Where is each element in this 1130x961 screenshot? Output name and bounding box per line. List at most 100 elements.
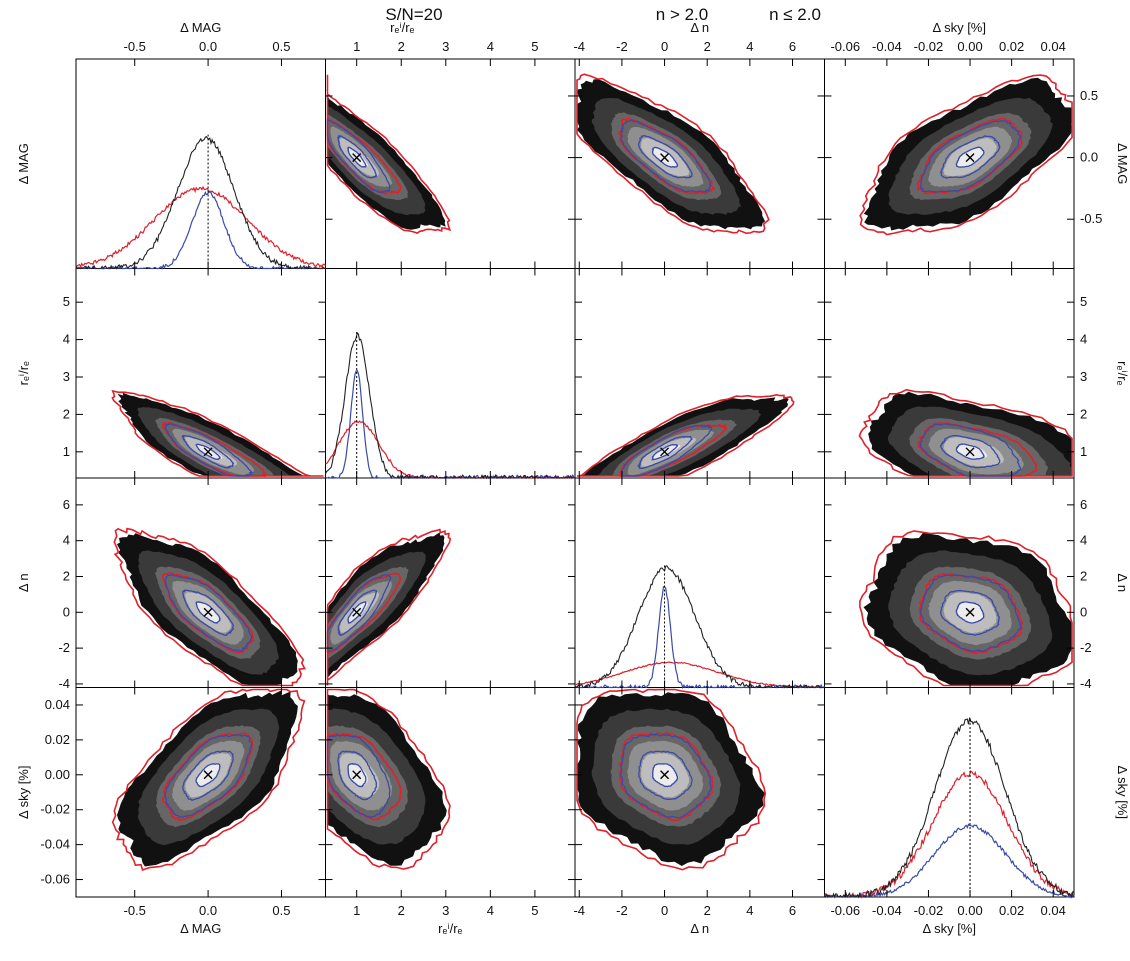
panel-grid — [75, 58, 1075, 900]
low-n-contour-0 — [164, 423, 254, 477]
true-value-marker — [660, 770, 670, 780]
y-axis-label-right: Δ sky [%] — [1115, 766, 1130, 819]
x-tick-label-top: 0.0 — [199, 39, 217, 54]
histogram-dmag — [75, 134, 326, 270]
y-tick-label-right: 0.5 — [1080, 88, 1098, 103]
y-tick-label-right: 1 — [1080, 444, 1087, 459]
density-level-5 — [348, 763, 368, 787]
x-tick-label-top: -0.02 — [914, 39, 944, 54]
low-n-contour-2 — [195, 763, 221, 788]
y-tick-label-left: -0.06 — [40, 872, 70, 887]
joint-r0-c1 — [326, 74, 452, 234]
x-tick-label-bottom: -0.02 — [914, 903, 944, 918]
x-tick-label-top: 0.02 — [999, 39, 1024, 54]
y-tick-label-left: 2 — [63, 568, 70, 583]
high-n-contour-0 — [111, 688, 306, 872]
x-tick-label-top: 4 — [487, 39, 494, 54]
all-histogram — [574, 565, 825, 689]
x-tick-label-top: 5 — [531, 39, 538, 54]
y-tick-label-left: -2 — [58, 640, 70, 655]
low-n-contour-2 — [347, 601, 367, 624]
x-tick-label-bottom: -4 — [573, 903, 585, 918]
high-n-contour-0 — [113, 527, 306, 687]
high-n-contour-0 — [576, 688, 767, 871]
y-tick-label-left: 4 — [63, 332, 70, 347]
low-n-contour-0 — [326, 733, 391, 818]
panel-frame-r2-c2 — [574, 477, 825, 688]
low-n-contour-0 — [620, 424, 713, 477]
low-n-contour-1 — [638, 750, 693, 801]
x-tick-label-top: 0.5 — [272, 39, 290, 54]
x-tick-label-bottom: 4 — [487, 903, 494, 918]
high-n-contour-0 — [111, 389, 324, 477]
density-level-5 — [348, 602, 368, 623]
low-n-contour-2 — [347, 146, 367, 168]
low-n-histogram — [75, 191, 326, 270]
x-axis-label-bottom: Δ MAG — [180, 921, 221, 936]
x-tick-label-bottom: 0 — [661, 903, 668, 918]
high-n-contour-0 — [859, 530, 1073, 687]
y-tick-label-right: 2 — [1080, 406, 1087, 421]
high-n-contour-0 — [326, 528, 452, 686]
low-n-contour-2 — [195, 443, 221, 460]
x-tick-label-top: 4 — [746, 39, 753, 54]
low-n-contour-1 — [637, 435, 693, 470]
y-tick-label-left: 0.04 — [45, 697, 70, 712]
y-tick-label-left: 5 — [63, 294, 70, 309]
x-tick-label-bottom: -0.06 — [830, 903, 860, 918]
y-tick-label-left: 2 — [63, 406, 70, 421]
x-tick-label-top: 6 — [789, 39, 796, 54]
true-value-marker — [203, 447, 213, 457]
x-axis-label-top: Δ MAG — [180, 20, 221, 35]
true-value-marker — [352, 607, 362, 617]
x-axis-label-top: rₑⁱ/rₑ — [390, 20, 414, 35]
low-n-contour-2 — [195, 601, 221, 624]
x-tick-label-bottom: 2 — [398, 903, 405, 918]
joint-r1-c3 — [858, 388, 1073, 477]
x-tick-label-top: -2 — [616, 39, 628, 54]
joint-r2-c3 — [859, 530, 1073, 687]
density-level-5 — [348, 147, 368, 167]
low-n-contour-1 — [637, 134, 693, 179]
y-tick-label-left: 4 — [63, 533, 70, 548]
y-tick-label-right: -2 — [1080, 640, 1092, 655]
y-tick-label-right: 0 — [1080, 604, 1087, 619]
x-tick-label-top: -4 — [573, 39, 585, 54]
x-tick-label-bottom: 0.5 — [272, 903, 290, 918]
low-n-contour-2 — [347, 762, 367, 788]
high-n-histogram — [574, 661, 825, 689]
x-tick-label-bottom: 6 — [789, 903, 796, 918]
x-tick-label-top: 3 — [442, 39, 449, 54]
low-n-contour-0 — [326, 573, 392, 652]
y-tick-label-left: -4 — [58, 676, 70, 691]
x-tick-label-top: 0 — [661, 39, 668, 54]
x-tick-label-top: 2 — [704, 39, 711, 54]
panel-frame-r1-c1 — [325, 268, 576, 479]
true-value-marker — [965, 447, 975, 457]
y-tick-label-right: 4 — [1080, 332, 1087, 347]
true-value-marker — [203, 607, 213, 617]
x-axis-label-top: Δ sky [%] — [933, 20, 986, 35]
y-tick-label-left: 0 — [63, 604, 70, 619]
y-tick-label-left: 3 — [63, 369, 70, 384]
y-tick-label-left: 6 — [63, 497, 70, 512]
y-tick-label-right: 0.0 — [1080, 150, 1098, 165]
y-tick-label-right: 5 — [1080, 294, 1087, 309]
y-tick-label-right: 3 — [1080, 369, 1087, 384]
y-tick-label-left: 0.00 — [45, 767, 70, 782]
density-level-5 — [956, 444, 988, 459]
low-n-contour-1 — [337, 589, 378, 636]
low-n-contour-1 — [182, 750, 234, 802]
x-tick-label-top: 1 — [353, 39, 360, 54]
x-tick-label-top: 2 — [398, 39, 405, 54]
low-n-contour-2 — [651, 146, 679, 168]
high-n-histogram — [75, 185, 326, 269]
y-tick-label-left: -0.02 — [40, 802, 70, 817]
x-tick-label-top: 0.04 — [1041, 39, 1066, 54]
legend-high-n: n > 2.0 — [656, 5, 708, 24]
density-level-5 — [652, 444, 681, 460]
low-n-contour-1 — [939, 589, 1000, 637]
low-n-contour-0 — [919, 423, 1022, 477]
